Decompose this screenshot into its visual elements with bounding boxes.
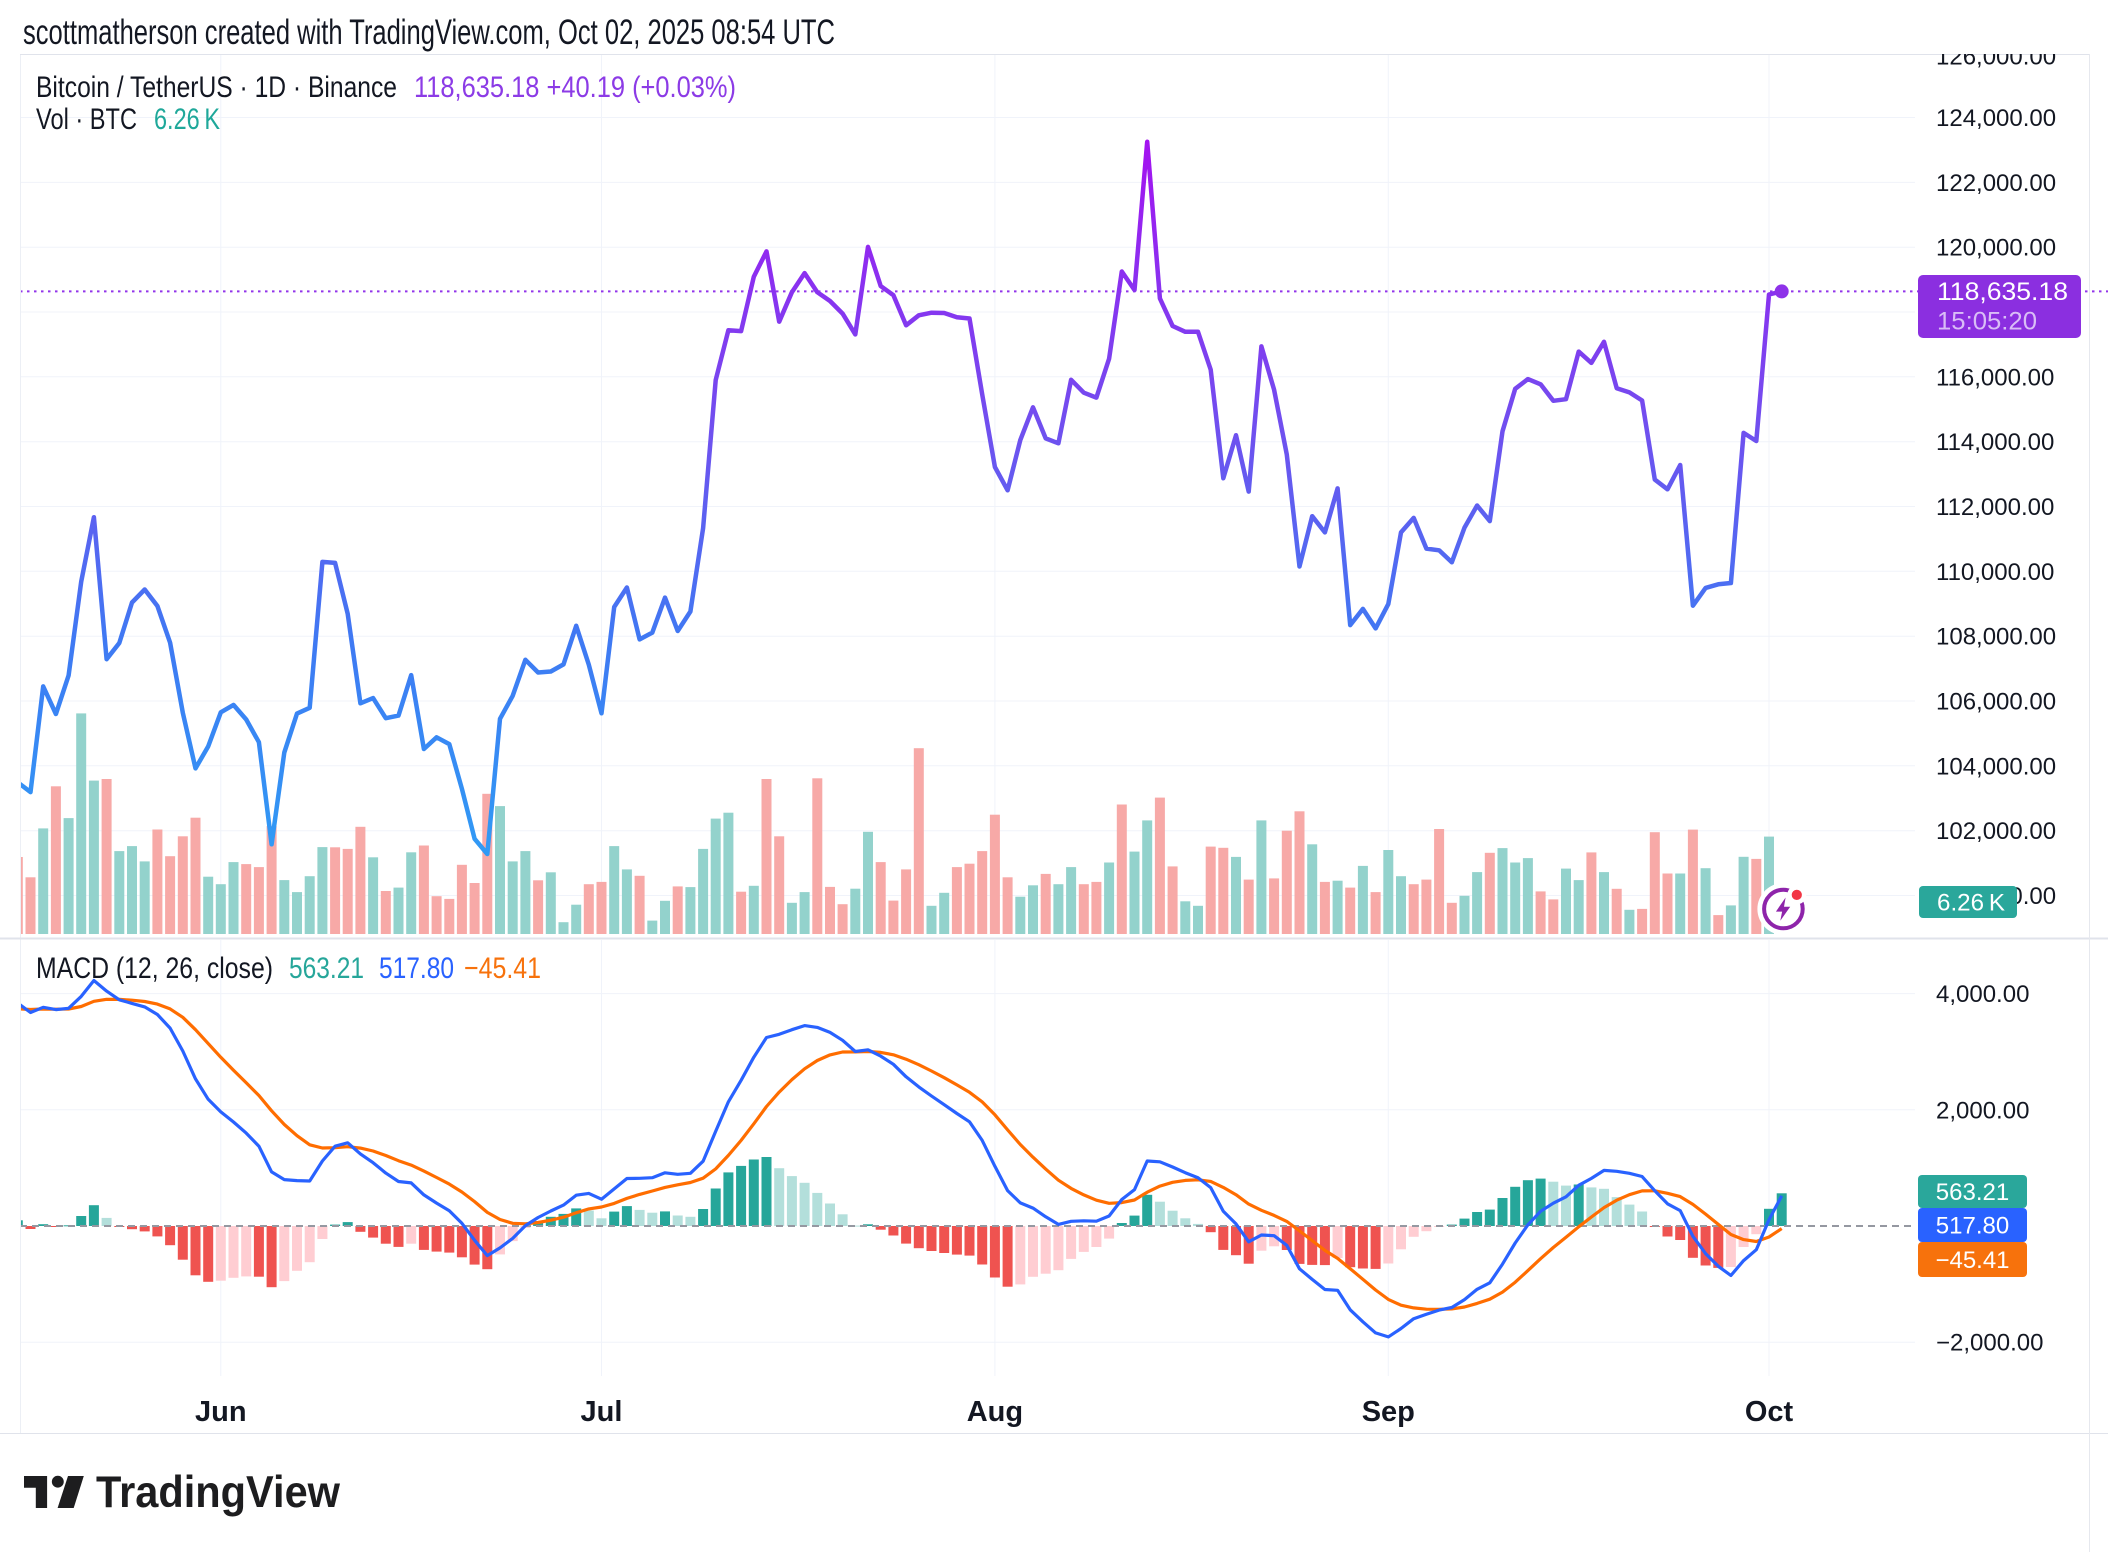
svg-text:124,000.00: 124,000.00 (1936, 105, 2056, 132)
svg-text:2,000.00: 2,000.00 (1936, 1097, 2029, 1124)
svg-text:112,000.00: 112,000.00 (1936, 494, 2054, 521)
svg-text:517.80: 517.80 (1936, 1213, 2009, 1240)
svg-text:TradingView: TradingView (96, 1468, 340, 1517)
svg-text:−2,000.00: −2,000.00 (1936, 1330, 2043, 1357)
svg-text:6.26 K: 6.26 K (154, 103, 220, 136)
svg-text:118,635.18 +40.19 (+0.03%): 118,635.18 +40.19 (+0.03%) (414, 71, 736, 104)
svg-text:MACD (12, 26, close): MACD (12, 26, close) (36, 952, 273, 985)
svg-text:Bitcoin / TetherUS · 1D · Bina: Bitcoin / TetherUS · 1D · Binance (36, 71, 397, 104)
svg-text:4,000.00: 4,000.00 (1936, 981, 2029, 1008)
svg-text:108,000.00: 108,000.00 (1936, 624, 2056, 651)
svg-text:110,000.00: 110,000.00 (1936, 559, 2054, 586)
svg-text:Aug: Aug (967, 1396, 1023, 1428)
svg-text:104,000.00: 104,000.00 (1936, 753, 2056, 780)
svg-text:scottmatherson created with Tr: scottmatherson created with TradingView.… (23, 13, 835, 52)
svg-text:Jul: Jul (581, 1396, 623, 1428)
svg-text:116,000.00: 116,000.00 (1936, 364, 2054, 391)
svg-text:563.21: 563.21 (1936, 1179, 2009, 1206)
svg-text:120,000.00: 120,000.00 (1936, 235, 2056, 262)
svg-text:15:05:20: 15:05:20 (1937, 308, 2037, 336)
svg-text:517.80: 517.80 (379, 952, 454, 985)
svg-text:106,000.00: 106,000.00 (1936, 689, 2056, 716)
svg-text:563.21: 563.21 (289, 952, 364, 985)
svg-text:−45.41: −45.41 (464, 952, 541, 985)
svg-text:118,635.18: 118,635.18 (1937, 278, 2068, 306)
svg-text:Vol · BTC: Vol · BTC (36, 103, 137, 136)
svg-text:Sep: Sep (1362, 1396, 1415, 1428)
svg-text:6.26 K: 6.26 K (1937, 890, 2005, 917)
svg-text:114,000.00: 114,000.00 (1936, 429, 2054, 456)
svg-text:−45.41: −45.41 (1935, 1247, 2009, 1274)
svg-text:Oct: Oct (1745, 1396, 1794, 1428)
svg-text:102,000.00: 102,000.00 (1936, 818, 2056, 845)
svg-text:Jun: Jun (195, 1396, 247, 1428)
svg-text:122,000.00: 122,000.00 (1936, 170, 2056, 197)
